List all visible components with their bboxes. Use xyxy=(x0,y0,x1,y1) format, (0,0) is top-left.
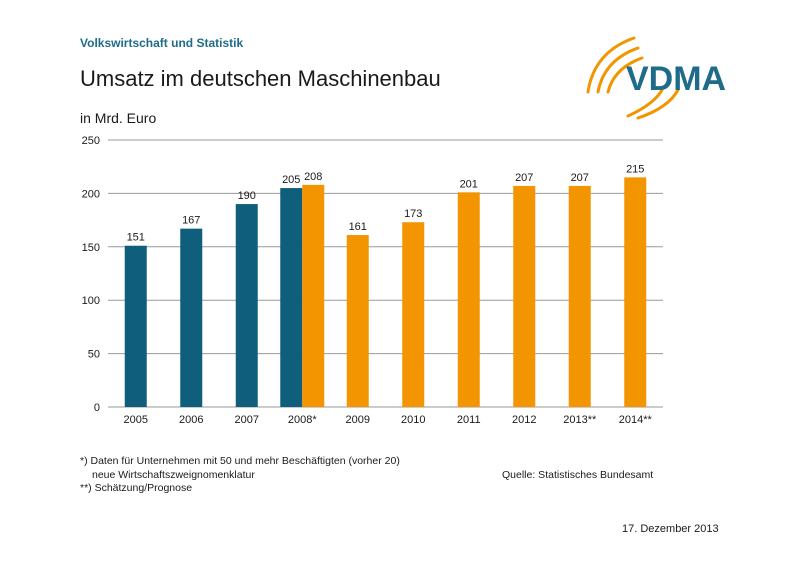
data-label: 215 xyxy=(626,163,644,175)
y-tick-label: 0 xyxy=(94,402,100,414)
x-tick-label: 2012 xyxy=(512,414,536,426)
x-tick-label: 2009 xyxy=(346,414,370,426)
bar xyxy=(457,192,480,407)
x-tick-label: 2007 xyxy=(235,414,259,426)
bar xyxy=(180,228,203,407)
y-tick-label: 250 xyxy=(82,135,100,147)
x-tick-label: 2006 xyxy=(179,414,203,426)
data-label: 205 xyxy=(282,174,300,186)
y-axis-label: in Mrd. Euro xyxy=(80,110,157,126)
y-tick-label: 50 xyxy=(88,349,100,361)
data-label: 167 xyxy=(182,215,200,227)
data-label: 173 xyxy=(404,208,422,220)
footnote-3: **) Schätzung/Prognose xyxy=(80,482,193,494)
y-tick-label: 100 xyxy=(82,295,100,307)
bar xyxy=(346,235,369,407)
date-label: 17. Dezember 2013 xyxy=(622,523,719,535)
x-tick-label: 2013** xyxy=(563,414,597,426)
page-title: Umsatz im deutschen Maschinenbau xyxy=(80,66,441,91)
data-label: 201 xyxy=(460,178,478,190)
bar xyxy=(624,177,647,407)
x-tick-label: 2008* xyxy=(288,414,317,426)
y-tick-label: 200 xyxy=(82,188,100,200)
x-tick-label: 2014** xyxy=(619,414,653,426)
bar xyxy=(280,188,303,407)
bar-chart: 0 50 100 150 200 250 2005 2006 2007 2008* 2009 2010… xyxy=(82,135,663,426)
section-title: Volkswirtschaft und Statistik xyxy=(80,36,244,50)
logo-text: VDMA xyxy=(626,60,726,98)
vdma-logo: VDMA xyxy=(586,36,726,120)
bar xyxy=(235,204,258,407)
data-label: 208 xyxy=(304,171,322,183)
source-note: Quelle: Statistisches Bundesamt xyxy=(502,469,654,481)
bar xyxy=(302,184,325,407)
x-tick-label: 2005 xyxy=(124,414,148,426)
bar xyxy=(513,185,536,407)
bar xyxy=(124,245,147,407)
data-label: 190 xyxy=(238,190,256,202)
y-tick-label: 150 xyxy=(82,242,100,254)
x-tick-label: 2010 xyxy=(401,414,425,426)
data-label: 151 xyxy=(127,232,145,244)
bar xyxy=(402,222,425,407)
x-tick-label: 2011 xyxy=(457,414,481,426)
data-label: 207 xyxy=(571,172,589,184)
footnote-1: *) Daten für Unternehmen mit 50 und mehr… xyxy=(80,455,400,467)
data-label: 207 xyxy=(515,172,533,184)
logo-arcs-icon xyxy=(586,36,680,120)
data-label: 161 xyxy=(349,221,367,233)
bar xyxy=(568,185,591,407)
footnote-2: neue Wirtschaftszweignomenklatur xyxy=(92,469,255,481)
